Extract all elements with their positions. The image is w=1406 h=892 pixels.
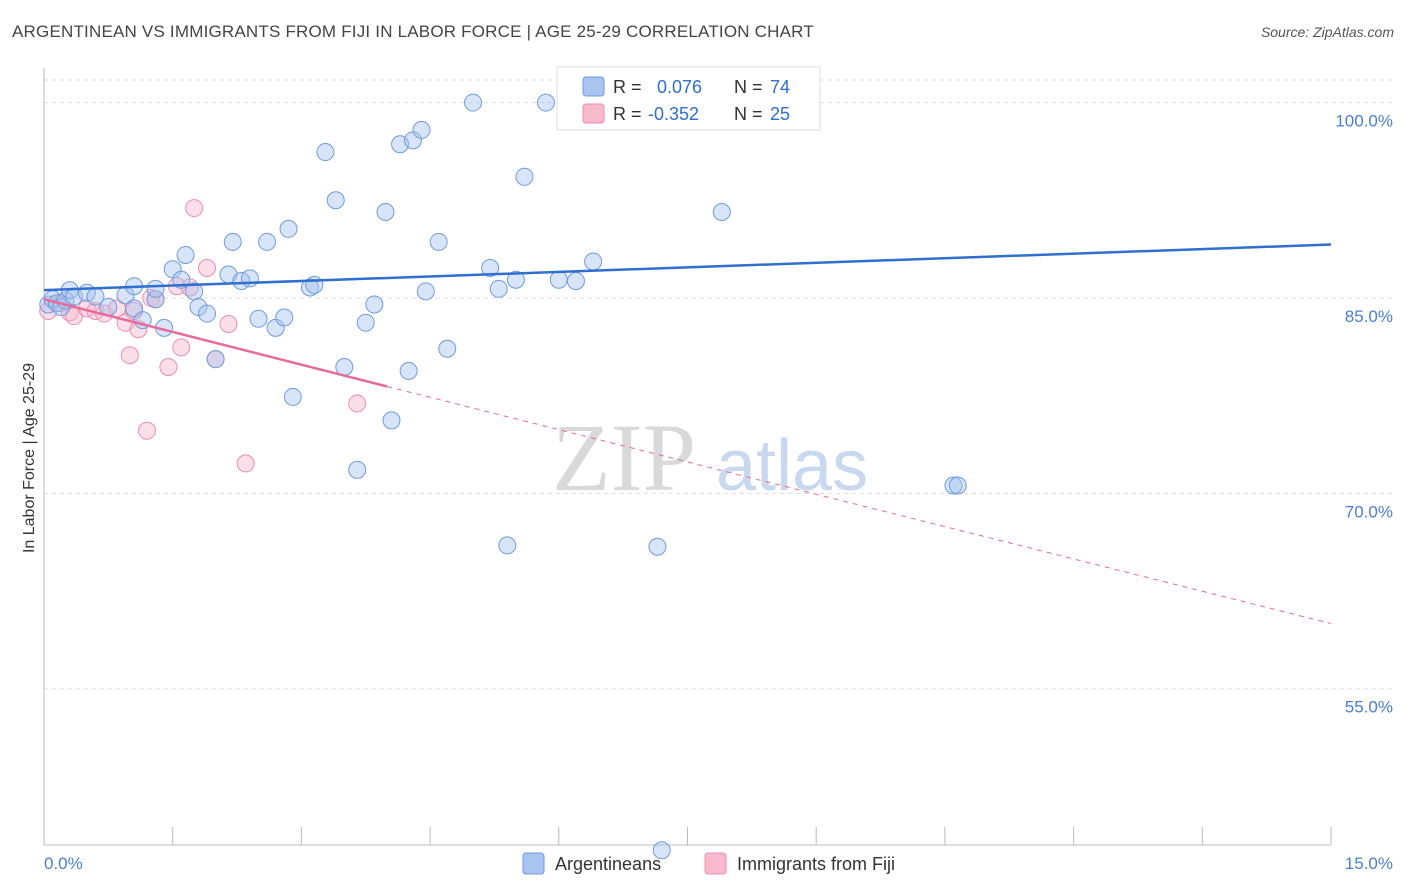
argentinean-point — [206, 350, 225, 369]
legend-r-label-blue: R = — [613, 77, 642, 97]
argentinean-point — [648, 537, 667, 556]
legend-n-label-blue: N = — [734, 77, 763, 97]
y-tick-label: 100.0% — [1335, 112, 1393, 131]
argentinean-point — [652, 841, 671, 860]
argentinean-point — [275, 308, 294, 327]
legend-n-value-pink: 25 — [770, 104, 790, 124]
argentinean-point — [481, 258, 500, 277]
argentinean-point — [536, 93, 555, 112]
argentinean-point — [944, 476, 963, 495]
fiji-point — [172, 338, 191, 357]
bottom-legend-swatch-blue — [522, 852, 545, 875]
fiji-points — [39, 199, 367, 473]
chart-title: ARGENTINEAN VS IMMIGRANTS FROM FIJI IN L… — [12, 22, 814, 41]
y-tick-label: 85.0% — [1345, 307, 1393, 326]
y-tick-label: 55.0% — [1345, 698, 1393, 717]
argentinean-point — [176, 245, 195, 264]
y-tick-label: 70.0% — [1345, 502, 1393, 521]
y-tick-labels: 100.0% 85.0% 70.0% 55.0% — [1335, 112, 1393, 717]
bottom-legend-label-pink: Immigrants from Fiji — [737, 854, 895, 874]
fiji-point — [120, 346, 139, 365]
legend-swatch-blue — [582, 76, 605, 97]
bottom-legend-label-blue: Argentineans — [555, 854, 661, 874]
legend-n-value-blue: 74 — [770, 77, 790, 97]
chart-source: Source: ZipAtlas.com — [1260, 24, 1394, 40]
fiji-point — [185, 199, 204, 218]
fiji-point — [137, 421, 156, 440]
argentinean-point — [412, 120, 431, 139]
x-tick-label-max: 15.0% — [1345, 854, 1393, 873]
legend-r-value-pink: -0.352 — [648, 104, 699, 124]
legend-n-label-pink: N = — [734, 104, 763, 124]
legend-r-value-blue: 0.076 — [657, 77, 702, 97]
argentinean-point — [712, 202, 731, 221]
fiji-trend-extrapolation — [387, 386, 1332, 625]
argentinean-point — [283, 387, 302, 406]
fiji-point — [159, 357, 178, 376]
top-legend: R = 0.076 N = 74 R = -0.352 N = 25 — [556, 66, 821, 131]
argentinean-point — [429, 232, 448, 251]
argentinean-point — [416, 282, 435, 301]
argentinean-point — [399, 361, 418, 380]
bottom-legend-swatch-pink — [704, 852, 727, 875]
legend-r-label-pink: R = — [613, 104, 642, 124]
argentinean-point — [316, 143, 335, 162]
argentinean-point — [489, 279, 508, 298]
argentinean-point — [249, 309, 268, 328]
argentinean-point — [146, 290, 165, 309]
argentinean-point — [948, 476, 967, 495]
bottom-legend: Argentineans Immigrants from Fiji — [522, 852, 895, 875]
fiji-point — [236, 454, 255, 473]
argentinean-point — [223, 232, 242, 251]
argentinean-point — [258, 232, 277, 251]
argentinean-point — [382, 411, 401, 430]
watermark-atlas: atlas — [716, 426, 868, 506]
argentinean-point — [146, 279, 165, 298]
argentinean-point — [506, 270, 525, 289]
argentinean-point — [326, 191, 345, 210]
fiji-trend-line — [43, 298, 388, 388]
watermark: ZIP atlas — [552, 404, 868, 511]
argentinean-point — [356, 313, 375, 332]
y-axis-label: In Labor Force | Age 25-29 — [21, 363, 38, 553]
trend-layer — [43, 243, 1332, 625]
legend-swatch-pink — [582, 103, 605, 124]
argentinean-point — [240, 269, 259, 288]
argentinean-point — [584, 252, 603, 271]
argentinean-point — [279, 219, 298, 238]
argentinean-point — [348, 460, 367, 479]
argentinean-point — [198, 304, 217, 323]
argentinean-point — [464, 93, 482, 112]
argentinean-point — [438, 339, 457, 358]
x-tick-label-min: 0.0% — [44, 854, 83, 873]
argentinean-point — [549, 270, 568, 289]
argentinean-point — [305, 275, 324, 294]
argentinean-point — [365, 295, 384, 314]
grid-layer — [44, 79, 1393, 690]
argentinean-point — [566, 272, 585, 291]
watermark-zip: ZIP — [552, 404, 696, 511]
argentinean-point — [515, 167, 534, 186]
argentinean-point — [498, 536, 517, 555]
fiji-point — [348, 394, 367, 413]
fiji-point — [198, 258, 217, 277]
axis-layer — [43, 68, 1332, 846]
argentinean-point — [376, 202, 395, 221]
argentinean-trend-line — [43, 243, 1332, 292]
fiji-point — [219, 314, 238, 333]
